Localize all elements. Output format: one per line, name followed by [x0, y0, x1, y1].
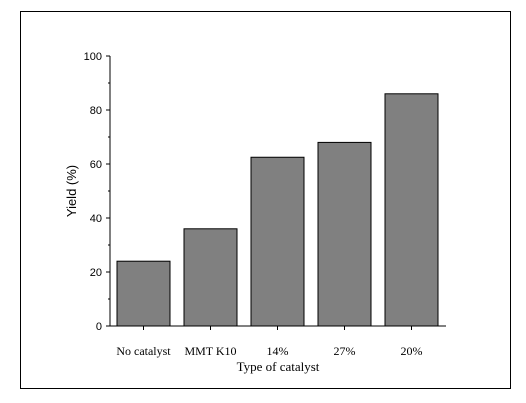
bar-4: [384, 93, 439, 327]
y-tick-label: 60: [90, 159, 102, 171]
y-tick-label: 20: [90, 267, 102, 279]
y-tick-label: 80: [90, 105, 102, 117]
x-tick-label: No catalyst: [116, 344, 171, 358]
y-tick-label: 0: [96, 321, 102, 333]
x-ticks: No catalyst MMT K10 14% 27% 20%: [116, 326, 423, 358]
y-tick-label: 40: [90, 213, 102, 225]
x-tick-label: 14%: [267, 344, 289, 358]
bars-layer: [116, 93, 439, 327]
x-tick-label: 27%: [334, 344, 356, 358]
x-tick-label: 20%: [401, 344, 423, 358]
bar-0: [116, 260, 171, 327]
bar-2: [250, 156, 305, 327]
y-tick-label: 100: [84, 51, 102, 63]
y-ticks: 0 20 40 60 80 100: [84, 51, 110, 333]
bar-1: [183, 228, 238, 327]
y-axis-title: Yield (%): [64, 165, 79, 217]
x-tick-label: MMT K10: [184, 344, 236, 358]
x-axis-title: Type of catalyst: [237, 359, 320, 374]
bar-3: [317, 141, 372, 327]
